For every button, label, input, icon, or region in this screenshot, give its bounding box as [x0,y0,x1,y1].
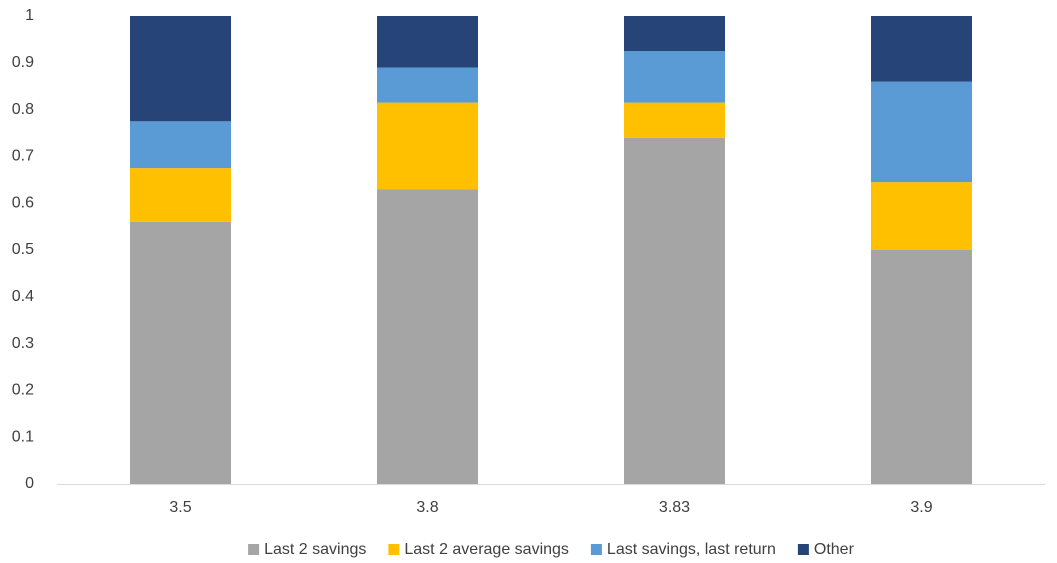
bar-segment [871,16,972,82]
legend-swatch [248,544,260,555]
bar-segment [130,221,231,485]
bar-segment [377,67,478,103]
bar-segment [377,189,478,484]
y-tick-label: 1 [25,7,34,24]
bar-segment [130,168,231,222]
y-tick-label: 0.5 [12,241,34,258]
x-tick-label: 3.83 [659,499,690,516]
legend-label: Other [814,541,855,558]
bar-segment [377,102,478,190]
bar-segment [377,16,478,68]
legend-swatch [797,544,809,555]
bar-segment [871,182,972,250]
y-tick-label: 0.4 [12,288,34,305]
bar-segment [624,137,725,484]
x-tick-label: 3.5 [169,499,191,516]
x-tick-label: 3.9 [910,499,932,516]
y-tick-label: 0.2 [12,382,34,399]
x-tick-label: 3.8 [416,499,438,516]
y-tick-label: 0.9 [12,54,34,71]
legend-label: Last 2 average savings [404,541,569,558]
bar-segment [624,102,725,138]
bar-segment [624,16,725,52]
bar-segment [130,121,231,169]
legend-label: Last savings, last return [607,541,776,558]
legend-label: Last 2 savings [264,541,366,558]
y-tick-label: 0.7 [12,148,34,165]
bar-segment [871,81,972,183]
y-tick-label: 0.1 [12,428,34,445]
y-tick-label: 0.8 [12,101,34,118]
bar-segment [624,51,725,103]
bar-segment [871,250,972,484]
bar-segment [130,16,231,122]
y-tick-label: 0.6 [12,194,34,211]
legend-swatch [388,544,400,555]
y-tick-label: 0.3 [12,335,34,352]
y-tick-label: 0 [25,475,34,492]
legend-swatch [590,544,602,555]
